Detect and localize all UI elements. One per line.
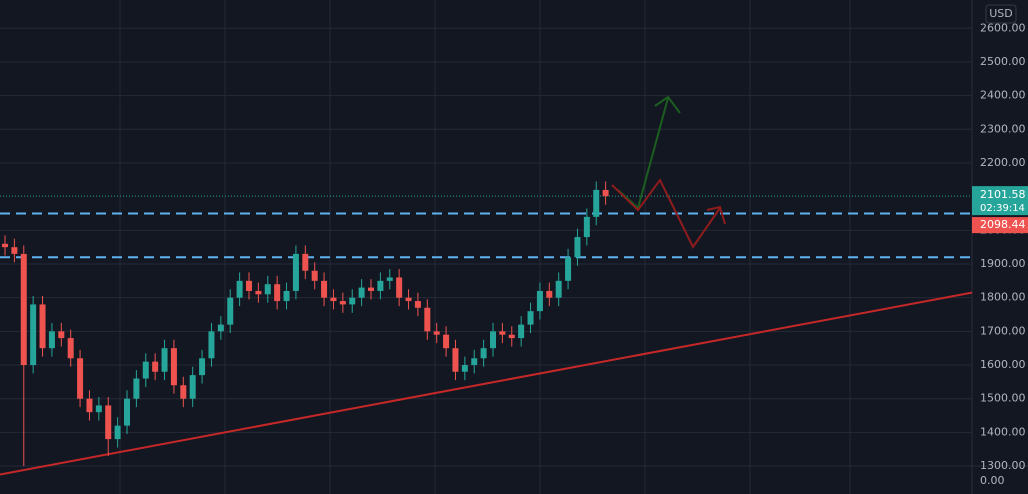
y-tick-label: 2600.00 [980, 21, 1026, 34]
candle-body [546, 290, 553, 298]
y-tick-label: 1900.00 [980, 257, 1026, 270]
candle-body [199, 358, 206, 376]
candle-body [11, 247, 18, 254]
candle-body [480, 348, 487, 359]
candle-body [433, 331, 440, 335]
candle-body [2, 243, 8, 248]
candle-body [471, 358, 478, 366]
candle-body [283, 290, 290, 302]
y-tick-label: 1700.00 [980, 324, 1026, 337]
candle-body [95, 405, 102, 413]
candle-body [443, 334, 450, 349]
candle-body [246, 280, 252, 291]
y-tick-label: 1600.00 [980, 358, 1026, 371]
candle-body [208, 331, 215, 359]
candle-body [189, 375, 196, 399]
second-price-label: 2098.44 [980, 218, 1026, 231]
candle-body [602, 189, 609, 197]
candle-body [490, 331, 496, 349]
candle-body [180, 385, 187, 399]
candle-body [302, 253, 309, 271]
countdown-label: 02:39:14 [980, 203, 1025, 214]
candle-body [330, 297, 337, 302]
candle-body [152, 361, 159, 372]
y-tick-label: 2200.00 [980, 156, 1026, 169]
candle-body [67, 338, 74, 359]
candle-body [339, 301, 346, 305]
candle-body [39, 304, 46, 349]
candle-body [349, 297, 356, 305]
candle-body [405, 297, 412, 302]
candle-body [358, 287, 365, 298]
drawings [0, 27, 973, 476]
y-tick-label: 2500.00 [980, 55, 1026, 68]
candle-body [161, 348, 168, 372]
candle-body [452, 348, 459, 372]
candle-body [377, 280, 384, 291]
last-price-label: 2101.58 [980, 188, 1026, 201]
candle-body [48, 331, 55, 349]
candle-body [30, 304, 37, 366]
bear-arrowhead [706, 205, 726, 225]
y-tick-label: 1800.00 [980, 291, 1026, 304]
candle-body [58, 331, 65, 339]
bear-arrow [611, 178, 721, 249]
candle-body [499, 331, 506, 335]
y-tick-label: 1300.00 [980, 459, 1026, 472]
candle-body [86, 398, 93, 413]
candle-body [536, 290, 543, 312]
candle-body [555, 280, 562, 298]
vertical-grid [119, 0, 851, 494]
candle-body [77, 358, 84, 399]
y-tick-label: 2300.00 [980, 122, 1026, 135]
candle-body [124, 398, 130, 426]
candles [2, 181, 609, 467]
trendline [0, 291, 973, 476]
candle-body [292, 253, 299, 291]
currency-box [985, 4, 1017, 24]
candle-body [386, 277, 393, 281]
candle-body [217, 324, 224, 332]
candle-body [264, 284, 271, 295]
candle-body [274, 284, 281, 302]
last-price-box [972, 186, 1028, 216]
candle-body [527, 311, 534, 325]
candle-body [565, 257, 572, 281]
y-tick-label: 2400.00 [980, 89, 1026, 102]
candle-body [574, 237, 581, 258]
candle-body [133, 378, 140, 399]
candle-body [508, 334, 515, 339]
lower-pane-tick: 0.00 [980, 474, 1005, 487]
candle-body [20, 253, 27, 366]
candle-body [321, 280, 328, 298]
candle-body [170, 348, 177, 386]
second-price-box [972, 217, 1028, 234]
bull-arrowhead [654, 95, 681, 114]
candle-body [255, 290, 262, 295]
candle-body [414, 301, 421, 308]
y-tick-label: 1500.00 [980, 392, 1026, 405]
candle-body [227, 297, 234, 325]
candle-body [518, 324, 525, 339]
candle-body [105, 405, 112, 440]
price-axis: 1300.00 1400.00 1500.00 1600.00 1700.00 1800.… [972, 21, 1028, 472]
candle-body [424, 307, 431, 332]
candle-body [396, 277, 403, 298]
candle-body [583, 216, 590, 238]
candle-body [114, 425, 121, 440]
currency: USD [989, 7, 1013, 20]
candle-body [461, 365, 468, 372]
candle-body [142, 361, 149, 379]
arrows [611, 95, 726, 249]
candle-body [311, 270, 318, 281]
candle-body [236, 280, 243, 298]
candle-body [593, 189, 600, 217]
y-tick-label: 1400.00 [980, 425, 1026, 438]
candle-body [368, 287, 374, 291]
